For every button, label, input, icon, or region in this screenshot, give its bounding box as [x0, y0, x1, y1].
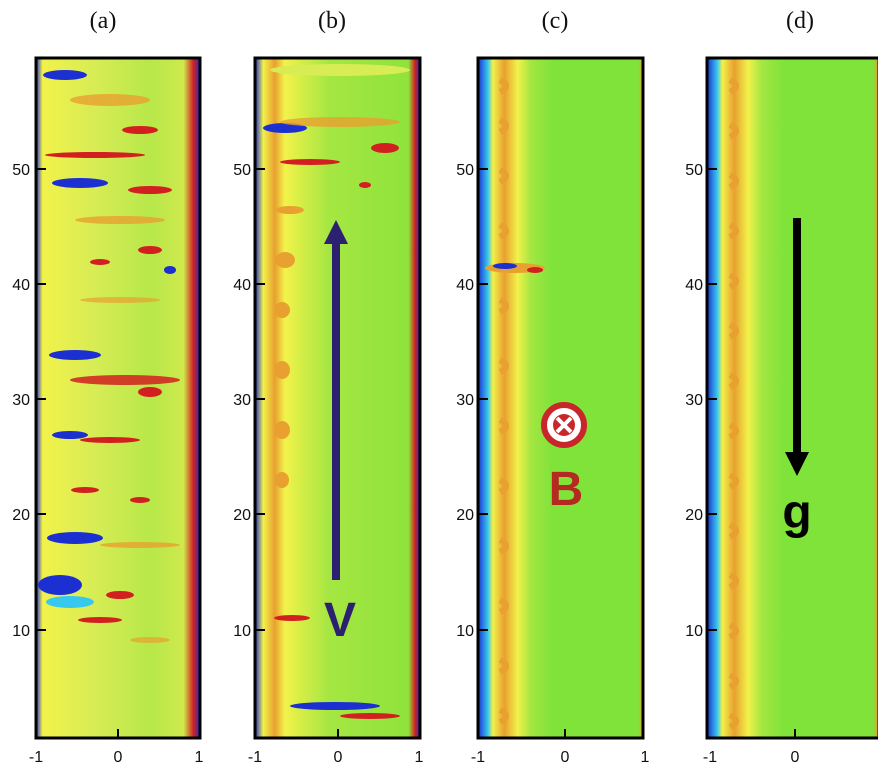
panel-a-field: [36, 58, 200, 738]
y-tick-label: 30: [685, 392, 703, 409]
x-tick-label: 0: [561, 749, 570, 766]
y-tick-label: 30: [233, 392, 251, 409]
x-axis-d: -1 0: [703, 729, 800, 766]
panel-d-field: [707, 58, 878, 738]
gravity-label: g: [782, 486, 811, 539]
y-tick-label: 20: [12, 507, 30, 524]
x-tick-label: 0: [334, 749, 343, 766]
panel-d: [705, 56, 878, 740]
magnetic-field-symbol: B: [541, 402, 587, 516]
x-axis-a: -1 0 1: [29, 729, 204, 766]
y-tick-label: 20: [233, 507, 251, 524]
y-tick-label: 10: [12, 623, 30, 640]
y-tick-label: 50: [233, 162, 251, 179]
x-tick-label: -1: [248, 749, 262, 766]
y-tick-label: 50: [685, 162, 703, 179]
x-tick-label: 1: [641, 749, 650, 766]
panel-b-structures: [263, 64, 410, 719]
y-tick-label: 40: [685, 277, 703, 294]
panel-label-b: (b): [318, 8, 346, 34]
y-axis-b: 10 20 30 40 50: [233, 162, 265, 640]
panel-c-waves: [485, 77, 545, 725]
y-tick-label: 40: [12, 277, 30, 294]
panel-label-d: (d): [786, 8, 814, 34]
y-tick-label: 10: [685, 623, 703, 640]
panel-label-a: (a): [90, 8, 117, 34]
velocity-label: V: [324, 594, 356, 647]
y-tick-label: 20: [685, 507, 703, 524]
gravity-arrow: g: [782, 218, 812, 539]
x-tick-label: 0: [114, 749, 123, 766]
x-tick-label: 0: [791, 749, 800, 766]
y-tick-label: 30: [12, 392, 30, 409]
panel-c-field: [478, 58, 643, 738]
panel-d-waves: [728, 77, 739, 730]
y-tick-label: 10: [233, 623, 251, 640]
y-tick-label: 10: [456, 623, 474, 640]
panel-a: [34, 56, 202, 740]
y-tick-label: 30: [456, 392, 474, 409]
y-tick-label: 50: [12, 162, 30, 179]
x-tick-label: -1: [29, 749, 43, 766]
y-tick-label: 20: [456, 507, 474, 524]
velocity-arrow: V: [324, 220, 356, 647]
y-axis-d: 10 20 30 40 50: [685, 162, 717, 640]
panel-a-structures: [38, 70, 180, 643]
y-tick-label: 40: [456, 277, 474, 294]
x-axis-c: -1 0 1: [471, 729, 650, 766]
y-tick-label: 50: [456, 162, 474, 179]
y-axis-a: 10 20 30 40 50: [12, 162, 46, 640]
y-axis-c: 10 20 30 40 50: [456, 162, 488, 640]
panel-c: [476, 56, 645, 740]
panel-label-c: (c): [542, 8, 569, 34]
y-tick-label: 40: [233, 277, 251, 294]
x-tick-label: 1: [415, 749, 424, 766]
magnetic-field-label: B: [549, 463, 584, 516]
x-tick-label: -1: [471, 749, 485, 766]
x-axis-b: -1 0 1: [248, 729, 424, 766]
x-tick-label: 1: [195, 749, 204, 766]
x-tick-label: -1: [703, 749, 717, 766]
